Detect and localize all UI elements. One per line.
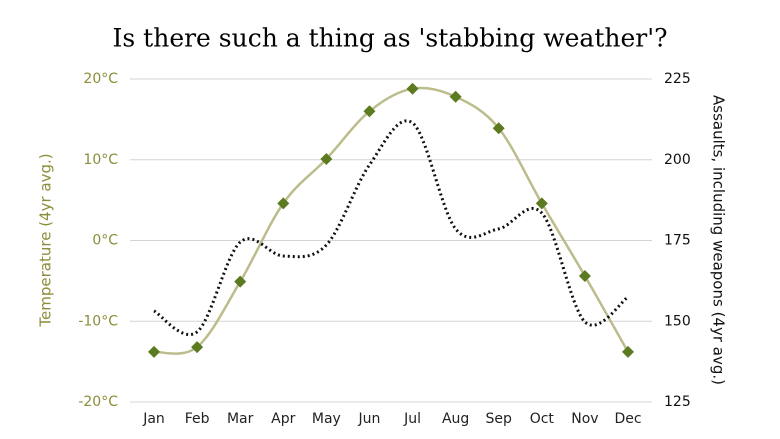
marker (622, 345, 634, 358)
x-tick-label: Sep (486, 411, 513, 427)
x-tick-label: Nov (571, 411, 598, 427)
marker (363, 105, 376, 118)
y-tick-label: 20°C (83, 71, 118, 87)
x-tick-label: Jul (403, 411, 421, 427)
marker (234, 275, 247, 288)
y2-tick-label: 150 (664, 313, 691, 329)
marker (492, 122, 505, 135)
chart-title: Is there such a thing as 'stabbing weath… (113, 24, 668, 53)
y2-axis-label: Assaults, including weapons (4yr avg.) (710, 95, 728, 385)
y2-tick-label: 125 (664, 394, 691, 410)
x-tick-label: Mar (227, 411, 254, 427)
marker (449, 90, 462, 103)
x-tick-label: Feb (185, 411, 210, 427)
series-line (153, 86, 630, 355)
y-axis-label: Temperature (4yr avg.) (37, 153, 55, 327)
y-tick-label: 0°C (92, 233, 118, 249)
x-tick-label: Dec (614, 411, 641, 427)
x-tick-label: May (312, 411, 341, 427)
x-tick-label: Jan (142, 411, 165, 427)
x-tick-label: Apr (271, 411, 295, 427)
marker (277, 197, 290, 210)
y2-tick-label: 200 (664, 152, 691, 168)
x-tick-label: Aug (442, 411, 469, 427)
y-tick-label: -10°C (78, 313, 118, 329)
marker (578, 270, 591, 283)
marker (320, 152, 333, 165)
marker (191, 341, 204, 354)
series-line (153, 119, 629, 336)
x-tick-label: Jun (358, 411, 381, 427)
y2-tick-label: 175 (664, 233, 691, 249)
y-tick-label: 10°C (83, 152, 118, 168)
x-tick-label: Oct (530, 411, 555, 427)
y-tick-label: -20°C (78, 394, 118, 410)
marker (535, 197, 548, 210)
marker (148, 345, 160, 358)
marker (406, 82, 419, 95)
y2-tick-label: 225 (664, 71, 691, 87)
